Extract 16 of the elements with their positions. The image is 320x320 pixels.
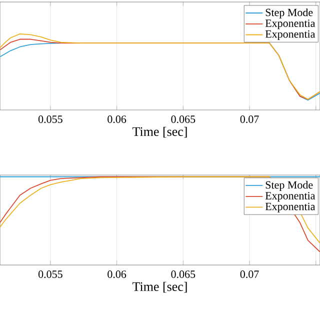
x-axis-title: Time [sec] (132, 126, 187, 138)
legend-label: Exponentia (265, 192, 316, 202)
x-axis-title: Time [sec] (132, 282, 187, 293)
legend-label: Exponentia (265, 30, 316, 40)
legend-label: Exponentia (265, 20, 316, 30)
x-tick-label: 0.055 (38, 116, 62, 123)
legend-label: Exponentia (265, 202, 316, 212)
x-tick-label: 0.06 (108, 270, 126, 278)
x-tick-label: 0.065 (171, 270, 196, 278)
x-tick-label: 0.055 (38, 270, 62, 278)
legend-label: Step Mode (266, 180, 313, 191)
x-tick-label: 0.06 (108, 116, 126, 123)
legend-label: Step Mode (266, 8, 313, 18)
x-tick-label: 0.065 (171, 116, 196, 123)
x-tick-label: 0.07 (240, 270, 259, 278)
x-tick-label: 0.07 (240, 116, 259, 123)
